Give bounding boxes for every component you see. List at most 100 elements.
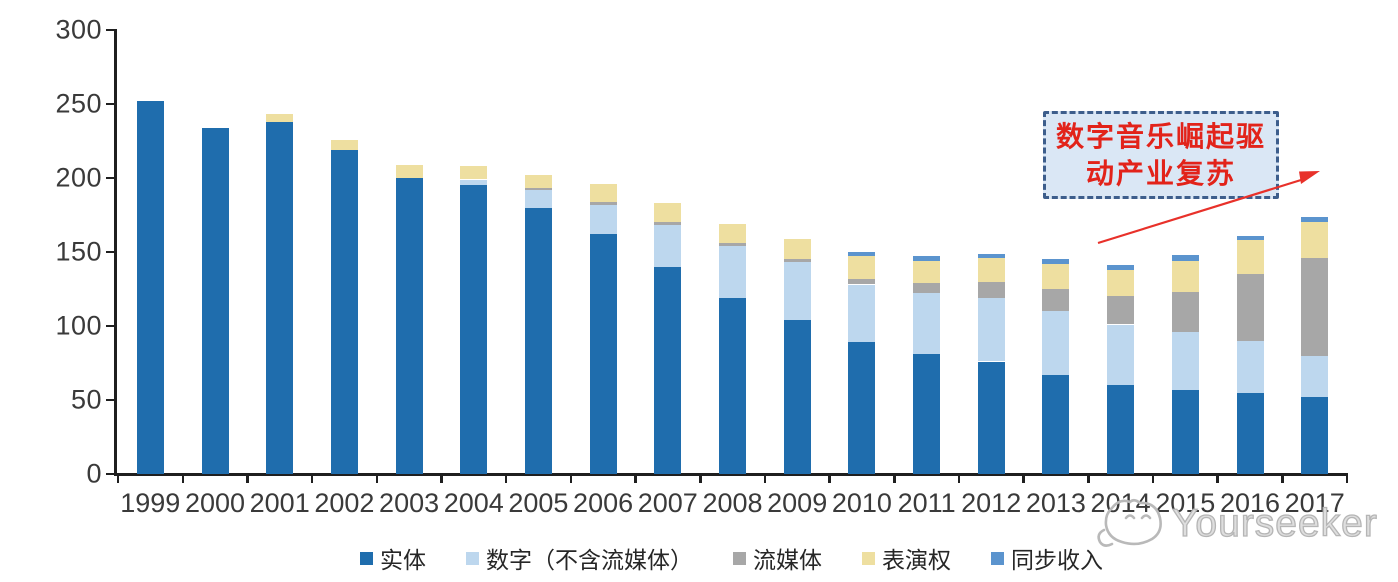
bar-segment <box>1042 311 1070 375</box>
x-axis-tick <box>181 473 185 483</box>
y-axis-tick <box>106 250 115 254</box>
bar-segment <box>1301 257 1329 356</box>
bar-segment <box>524 207 552 474</box>
x-axis-label: 2017 <box>1284 488 1345 518</box>
bar-segment <box>783 238 811 260</box>
legend-item: 数字（不含流媒体） <box>466 541 693 575</box>
y-axis-label: 250 <box>55 88 102 119</box>
bar-segment <box>913 256 941 261</box>
bar-segment <box>330 139 358 150</box>
x-axis-label: 2000 <box>184 488 246 518</box>
x-axis-label: 2015 <box>1155 488 1216 518</box>
bar-segment <box>783 320 811 474</box>
bar-segment <box>1236 235 1264 241</box>
bar-segment <box>266 121 294 474</box>
y-axis-tick <box>106 176 115 180</box>
bar-segment <box>1236 392 1264 474</box>
legend-label: 流媒体 <box>753 547 822 573</box>
bar-segment <box>1236 340 1264 393</box>
bar-segment <box>1301 397 1329 474</box>
bar-segment <box>848 252 876 257</box>
bar-segment <box>977 361 1005 474</box>
legend-label: 同步收入 <box>1011 547 1103 573</box>
bar-segment <box>1301 355 1329 397</box>
bar-segment <box>1042 289 1070 312</box>
bar-segment <box>654 222 682 226</box>
bar-segment <box>1171 255 1199 261</box>
x-axis-label: 2016 <box>1219 488 1281 518</box>
bar-segment <box>848 342 876 474</box>
bar-segment <box>913 354 941 474</box>
y-axis-label: 300 <box>55 14 102 45</box>
legend-item: 实体 <box>360 541 426 575</box>
bar-segment <box>330 149 358 474</box>
legend-item: 同步收入 <box>991 541 1103 575</box>
bar-segment <box>913 260 941 284</box>
bar-segment <box>848 284 876 343</box>
x-axis-tick <box>1345 473 1349 483</box>
legend-swatch-icon <box>733 551 746 565</box>
bar-segment <box>1171 260 1199 292</box>
bar-segment <box>1042 259 1070 264</box>
legend-swatch-icon <box>466 551 479 565</box>
bar-segment <box>1107 269 1135 297</box>
x-axis-tick <box>246 473 249 483</box>
y-axis-tick <box>106 324 115 328</box>
x-axis-tick <box>116 473 120 483</box>
x-axis-tick <box>893 473 896 483</box>
x-axis-tick <box>375 473 379 483</box>
x-axis-tick <box>1281 473 1284 483</box>
legend-swatch-icon <box>862 551 875 565</box>
legend-item: 表演权 <box>862 541 951 575</box>
bar-segment <box>1301 216 1329 223</box>
annotation-callout: 数字音乐崛起驱 动产业复苏 <box>1043 111 1279 199</box>
y-axis-label: 150 <box>55 236 102 267</box>
x-axis-label: 2011 <box>897 488 956 518</box>
x-axis-tick <box>504 473 508 483</box>
bar-segment <box>460 185 488 474</box>
bar-segment <box>1236 274 1264 341</box>
x-axis-tick <box>634 473 637 483</box>
x-axis-tick <box>1151 473 1155 483</box>
x-axis-line <box>114 473 1348 476</box>
bar-segment <box>913 293 941 355</box>
bar-segment <box>783 259 811 263</box>
bar-segment <box>977 281 1005 298</box>
bar-segment <box>524 175 552 189</box>
bar-segment <box>460 166 488 180</box>
bar-segment <box>654 225 682 267</box>
x-axis-tick <box>440 473 443 483</box>
legend-swatch-icon <box>360 551 373 565</box>
bar-segment <box>1042 374 1070 474</box>
x-axis-label: 2013 <box>1025 488 1086 518</box>
y-axis-tick <box>106 28 115 32</box>
y-axis-label: 100 <box>55 310 102 341</box>
annotation-text-line1: 数字音乐崛起驱 <box>1055 121 1266 152</box>
y-axis-tick <box>106 102 115 106</box>
bar-segment <box>524 189 552 208</box>
x-axis-tick <box>569 473 573 483</box>
y-axis-label: 50 <box>70 384 102 415</box>
y-axis-tick <box>106 472 115 476</box>
legend-label: 实体 <box>380 547 426 573</box>
bar-segment <box>395 164 423 178</box>
bar-segment <box>719 297 746 474</box>
x-axis-label: 2005 <box>508 488 569 518</box>
bar-segment <box>719 243 746 247</box>
bar-segment <box>719 223 746 244</box>
watermark-text: Yourseeker <box>1171 501 1378 545</box>
x-axis-tick <box>1022 473 1025 483</box>
legend-label: 数字（不含流媒体） <box>486 547 693 573</box>
x-axis-label: 2002 <box>314 488 375 518</box>
watermark: Yourseeker <box>1090 494 1378 554</box>
x-axis-label: 2006 <box>573 488 634 518</box>
bar-segment <box>848 256 876 279</box>
bar-segment <box>1107 296 1135 325</box>
x-axis-label: 2009 <box>767 488 828 518</box>
x-axis-tick <box>1216 473 1219 483</box>
bar-segment <box>266 114 294 122</box>
bar-segment <box>848 278 876 285</box>
x-axis-label: 2004 <box>443 488 504 518</box>
bar-segment <box>913 283 941 294</box>
